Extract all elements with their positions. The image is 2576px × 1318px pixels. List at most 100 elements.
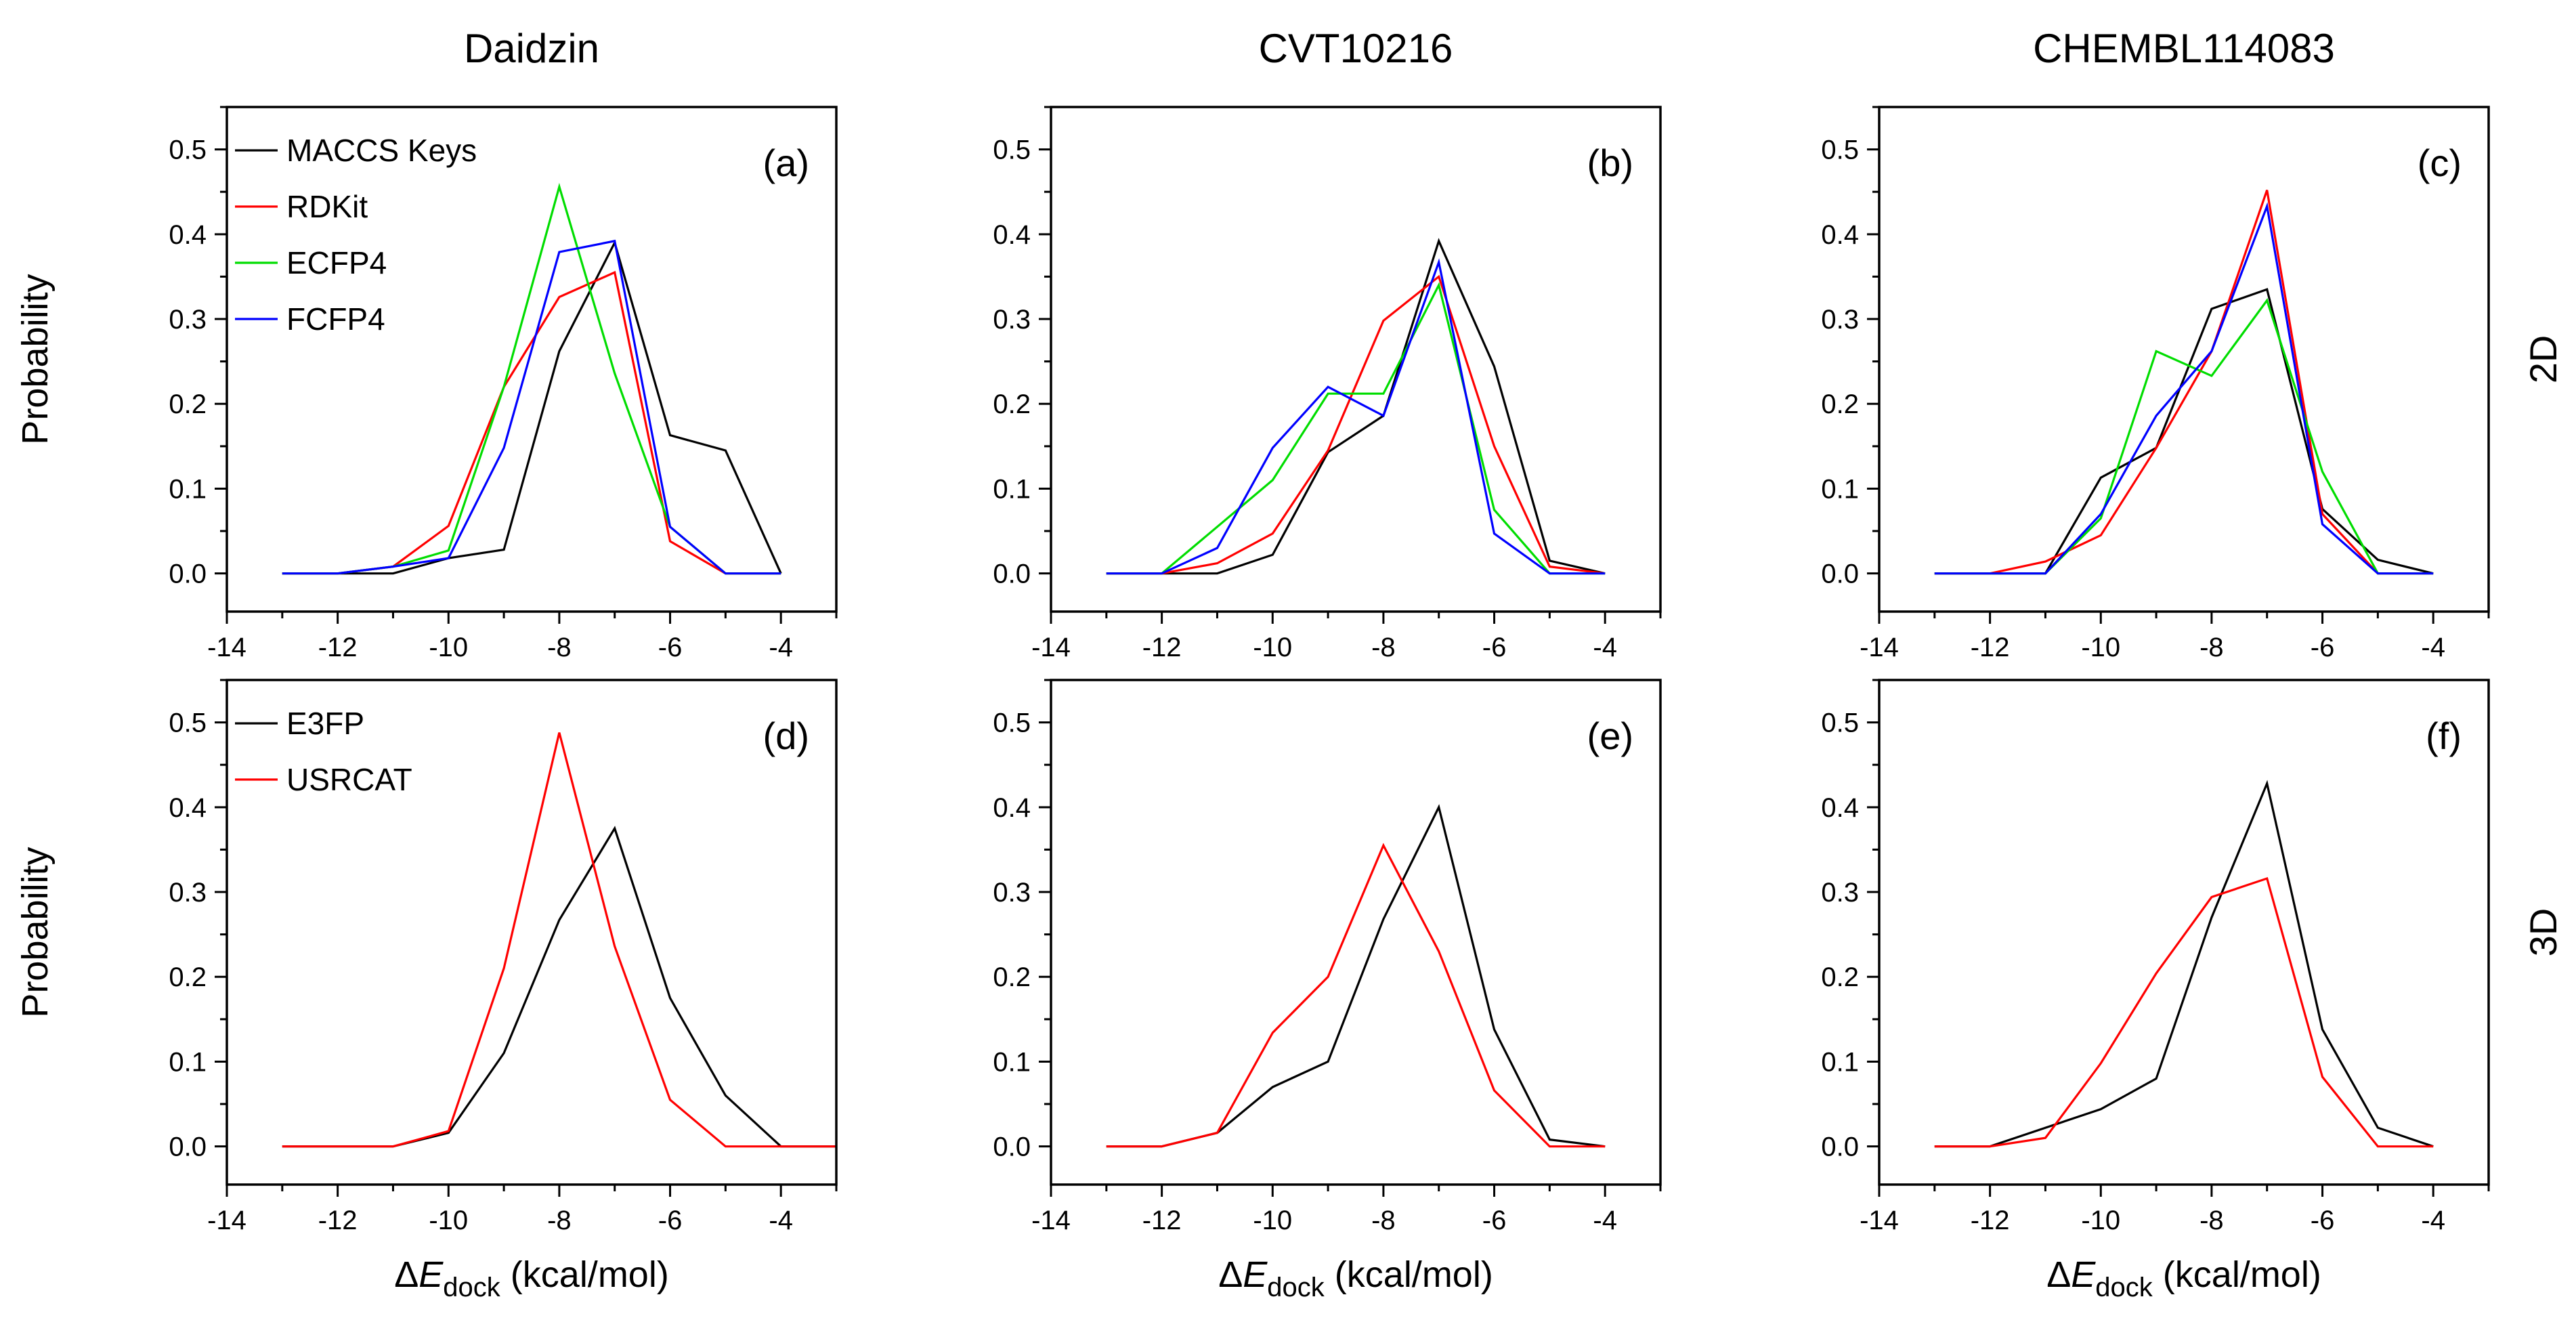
x-tick-label: -6	[1482, 1206, 1507, 1235]
x-tick-label: -12	[1142, 633, 1182, 662]
y-tick-label: 0.3	[1821, 305, 1859, 335]
x-tick-label: -14	[207, 633, 246, 662]
y-tick-label: 0.5	[993, 708, 1031, 738]
y-tick-label: 0.1	[1821, 474, 1859, 504]
panel-label: (a)	[763, 142, 809, 184]
x-tick-label: -12	[318, 633, 358, 662]
y-tick-label: 0.4	[993, 793, 1031, 823]
x-tick-label: -4	[769, 1206, 793, 1235]
y-tick-label: 0.2	[169, 962, 207, 992]
x-tick-label: -10	[2081, 633, 2120, 662]
legend-entry: RDKit	[286, 189, 368, 224]
x-tick-label: -8	[2199, 633, 2224, 662]
series-line-usrcat	[1106, 843, 1606, 1148]
plot-frame	[226, 106, 838, 613]
y-axis-label: Probability	[15, 847, 56, 1017]
x-tick-label: -8	[2199, 1206, 2224, 1235]
y-tick-label: 0.5	[169, 708, 207, 738]
legend-entry: FCFP4	[286, 301, 385, 337]
y-tick-label: 0.4	[1821, 220, 1859, 250]
series-line-maccs-keys	[1934, 288, 2434, 575]
series-line-rdkit	[1106, 274, 1606, 575]
y-tick-label: 0.1	[993, 474, 1031, 504]
y-tick-label: 0.5	[1821, 135, 1859, 165]
panel-a: -14 -12 -10 -8 -6 -4 0.0 0.1 0.2 0.3 0.4 0.5 (a) MACC…	[15, 106, 838, 662]
x-tick-label: -10	[1253, 1206, 1292, 1235]
x-tick-label: -4	[1593, 633, 1617, 662]
plot-frame	[226, 679, 838, 1186]
panel-b: -14 -12 -10 -8 -6 -4 0.0 0.1 0.2 0.3 0.4 0.5 (b)	[993, 106, 1662, 662]
panel-f: -14 -12 -10 -8 -6 -4 0.0 0.1 0.2 0.3 0.4 0.5 (f) 3D	[1821, 679, 2564, 1235]
row-label: 2D	[2522, 335, 2564, 384]
series-line-ecfp4	[1934, 298, 2434, 575]
panel-label: (e)	[1587, 715, 1633, 757]
y-tick-label: 0.4	[993, 220, 1031, 250]
panel-label: (c)	[2418, 142, 2462, 184]
x-axis-label: ΔEdock (kcal/mol)	[2046, 1254, 2321, 1302]
legend-entry: ECFP4	[286, 245, 387, 280]
x-axis-label: ΔEdock (kcal/mol)	[1218, 1254, 1493, 1302]
x-tick-label: -12	[1142, 1206, 1182, 1235]
y-tick-label: 0.0	[169, 559, 207, 589]
plot-frame	[1878, 106, 2490, 613]
y-tick-label: 0.5	[1821, 708, 1859, 738]
y-axis-label: Probability	[15, 274, 56, 444]
row-label: 3D	[2522, 908, 2564, 957]
column-title-1: Daidzin	[464, 26, 599, 71]
x-tick-label: -12	[1971, 633, 2010, 662]
y-tick-label: 0.1	[169, 474, 207, 504]
plot-frame	[1050, 679, 1662, 1186]
legend-entry: MACCS Keys	[286, 133, 477, 168]
y-tick-label: 0.3	[169, 305, 207, 335]
x-tick-label: -4	[769, 633, 793, 662]
y-tick-label: 0.2	[993, 389, 1031, 419]
y-tick-label: 0.4	[169, 793, 207, 823]
y-tick-label: 0.5	[993, 135, 1031, 165]
panel-label: (b)	[1587, 142, 1633, 184]
column-title-2: CVT10216	[1259, 26, 1453, 71]
y-tick-label: 0.3	[1821, 878, 1859, 908]
panel-label: (d)	[763, 715, 809, 757]
series-line-e3fp	[282, 826, 836, 1148]
x-tick-label: -14	[1860, 633, 1899, 662]
x-tick-label: -14	[1860, 1206, 1899, 1235]
y-tick-label: 0.3	[993, 305, 1031, 335]
plot-frame	[1050, 106, 1662, 613]
plot-frame	[1878, 679, 2490, 1186]
y-tick-label: 0.4	[1821, 793, 1859, 823]
y-tick-label: 0.2	[993, 962, 1031, 992]
y-tick-label: 0.4	[169, 220, 207, 250]
series-line-rdkit	[1934, 190, 2434, 575]
x-tick-label: -12	[1971, 1206, 2010, 1235]
y-tick-label: 0.0	[1821, 559, 1859, 589]
series-line-fcfp4	[1934, 202, 2434, 575]
legend-entry: USRCAT	[286, 762, 412, 797]
series-line-usrcat	[282, 732, 836, 1148]
series-line-maccs-keys	[282, 239, 782, 575]
y-tick-label: 0.1	[993, 1047, 1031, 1077]
y-tick-label: 0.0	[1821, 1132, 1859, 1162]
x-tick-label: -4	[2421, 633, 2445, 662]
x-tick-label: -6	[1482, 633, 1507, 662]
series-line-usrcat	[1934, 876, 2434, 1148]
x-tick-label: -8	[1371, 1206, 1396, 1235]
y-tick-label: 0.1	[1821, 1047, 1859, 1077]
y-tick-label: 0.2	[1821, 389, 1859, 419]
panel-c: -14 -12 -10 -8 -6 -4 0.0 0.1 0.2 0.3 0.4 0.5 (c) 2D	[1821, 106, 2564, 662]
x-tick-label: -8	[547, 1206, 572, 1235]
x-tick-label: -10	[1253, 633, 1292, 662]
series-line-e3fp	[1934, 780, 2434, 1148]
x-tick-label: -8	[547, 633, 572, 662]
y-tick-label: 0.2	[169, 389, 207, 419]
y-tick-label: 0.5	[169, 135, 207, 165]
y-tick-label: 0.0	[993, 559, 1031, 589]
y-tick-label: 0.1	[169, 1047, 207, 1077]
x-tick-label: -4	[2421, 1206, 2445, 1235]
x-tick-label: -6	[658, 633, 683, 662]
y-tick-label: 0.2	[1821, 962, 1859, 992]
x-axis-label: ΔEdock (kcal/mol)	[394, 1254, 669, 1302]
series-line-ecfp4	[1106, 282, 1606, 575]
x-tick-label: -12	[318, 1206, 358, 1235]
y-tick-label: 0.0	[169, 1132, 207, 1162]
